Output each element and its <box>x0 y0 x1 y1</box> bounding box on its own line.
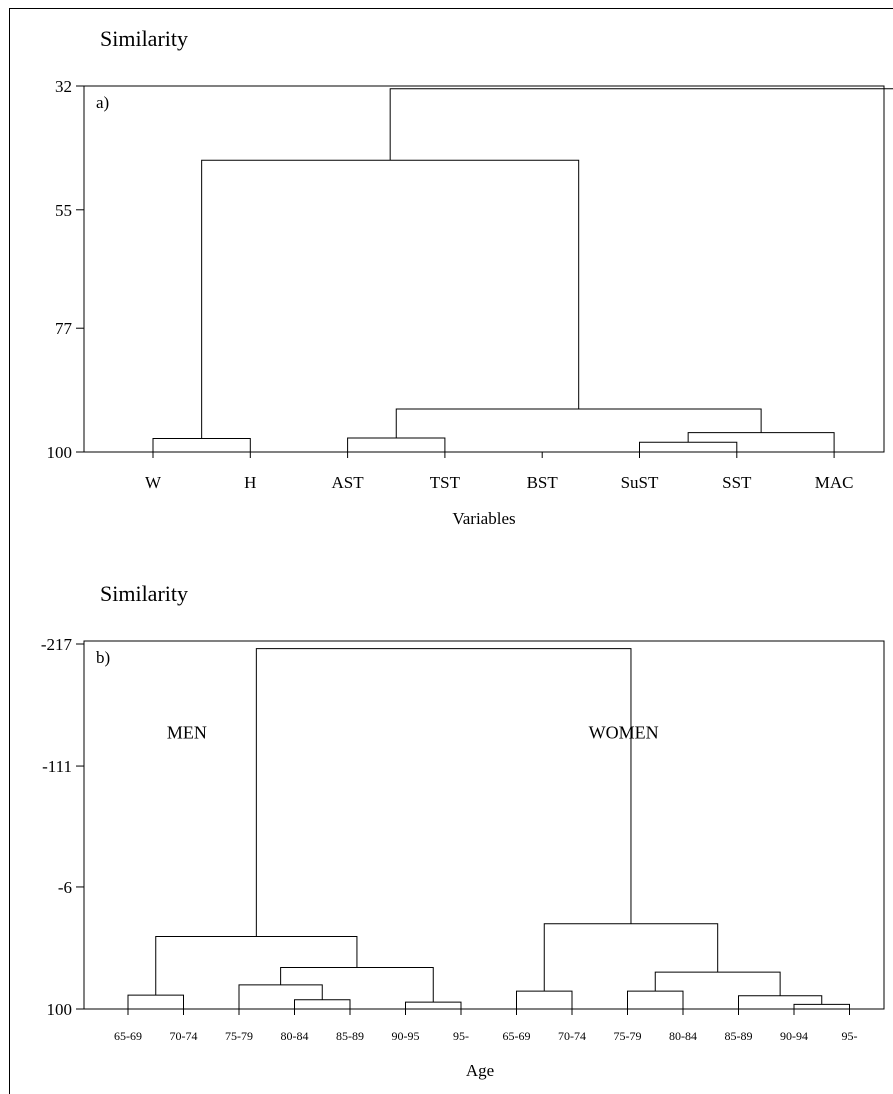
leaf-label: AST <box>332 473 365 492</box>
leaf-label: 80-84 <box>281 1029 309 1043</box>
panel-a-links <box>152 88 893 452</box>
dendrogram-link <box>389 88 893 161</box>
panel-b-xlabel: Age <box>466 1061 494 1080</box>
dendrogram-link <box>201 159 580 439</box>
panel-b-label: b) <box>96 648 110 667</box>
dendrogram-link <box>627 990 684 1009</box>
dendrogram-link <box>294 999 351 1009</box>
dendrogram-link <box>639 441 738 452</box>
leaf-label: 80-84 <box>669 1029 697 1043</box>
dendrogram-link <box>238 984 323 1009</box>
dendrogram-link <box>738 995 823 1009</box>
panel-b-annotations: MEN WOMEN <box>167 722 659 742</box>
y-tick-label: -111 <box>42 757 72 776</box>
leaf-label: SST <box>722 473 752 492</box>
dendrogram-link <box>280 967 434 1003</box>
leaf-label: SuST <box>621 473 659 492</box>
dendrogram-link <box>255 648 632 937</box>
y-tick-label: 100 <box>47 443 73 462</box>
leaf-label: W <box>145 473 162 492</box>
dendrogram-link <box>405 1001 462 1009</box>
leaf-label: 70-74 <box>558 1029 586 1043</box>
y-tick-label: -6 <box>58 878 72 897</box>
dendrogram-link <box>654 971 781 996</box>
y-tick-label: 55 <box>55 201 72 220</box>
dendrogram-link <box>395 408 762 439</box>
panel-b-ylabel: Similarity <box>100 581 188 606</box>
y-tick-label: 100 <box>47 1000 73 1019</box>
dendrogram-link <box>152 438 251 452</box>
leaf-label: 90-94 <box>780 1029 808 1043</box>
leaf-label: 90-95 <box>392 1029 420 1043</box>
leaf-label: 65-69 <box>503 1029 531 1043</box>
dendrogram-link <box>793 1003 850 1009</box>
panel-b: Similarity b) Age -217 -111 -6 100 65-69 70-… <box>41 581 885 1080</box>
leaf-label: H <box>244 473 256 492</box>
dendrogram-link <box>543 923 719 992</box>
group-annotation: WOMEN <box>589 722 659 742</box>
y-tick-label: 32 <box>55 77 72 96</box>
panel-b-y-ticks: -217 -111 -6 100 <box>41 635 84 1019</box>
leaf-label: BST <box>527 473 559 492</box>
leaf-label: 85-89 <box>336 1029 364 1043</box>
y-tick-label: 77 <box>55 319 73 338</box>
panel-a-y-ticks: 32 55 77 100 <box>47 77 84 462</box>
dendrogram-link <box>687 432 835 452</box>
panel-a-label: a) <box>96 93 109 112</box>
panel-b-links <box>127 648 850 1009</box>
leaf-label: 70-74 <box>170 1029 198 1043</box>
panel-a-plot-frame <box>83 85 885 453</box>
leaf-label: TST <box>430 473 461 492</box>
leaf-label: 75-79 <box>225 1029 253 1043</box>
leaf-label: 65-69 <box>114 1029 142 1043</box>
leaf-label: 75-79 <box>614 1029 642 1043</box>
dendrogram-link <box>155 935 358 996</box>
panel-a-leaf-labels: W H AST TST BST SuST SST MAC <box>145 452 853 492</box>
dendrogram-link <box>516 990 573 1009</box>
leaf-label: 95- <box>453 1029 469 1043</box>
figure-frame <box>9 8 893 1094</box>
panel-b-plot-frame <box>83 640 885 1010</box>
panel-a: Similarity a) Variables 32 55 77 100 W H AST T… <box>47 26 893 528</box>
panel-b-leaf-labels: 65-69 70-74 75-79 80-84 85-89 90-95 95- 65-69 70… <box>114 1009 858 1043</box>
panel-a-xlabel: Variables <box>452 509 515 528</box>
leaf-label: 95- <box>842 1029 858 1043</box>
dendrogram-link <box>347 437 446 452</box>
panel-a-ylabel: Similarity <box>100 26 188 51</box>
leaf-label: MAC <box>815 473 854 492</box>
dendrogram-link <box>127 994 184 1009</box>
y-tick-label: -217 <box>41 635 73 654</box>
group-annotation: MEN <box>167 722 207 742</box>
leaf-label: 85-89 <box>725 1029 753 1043</box>
